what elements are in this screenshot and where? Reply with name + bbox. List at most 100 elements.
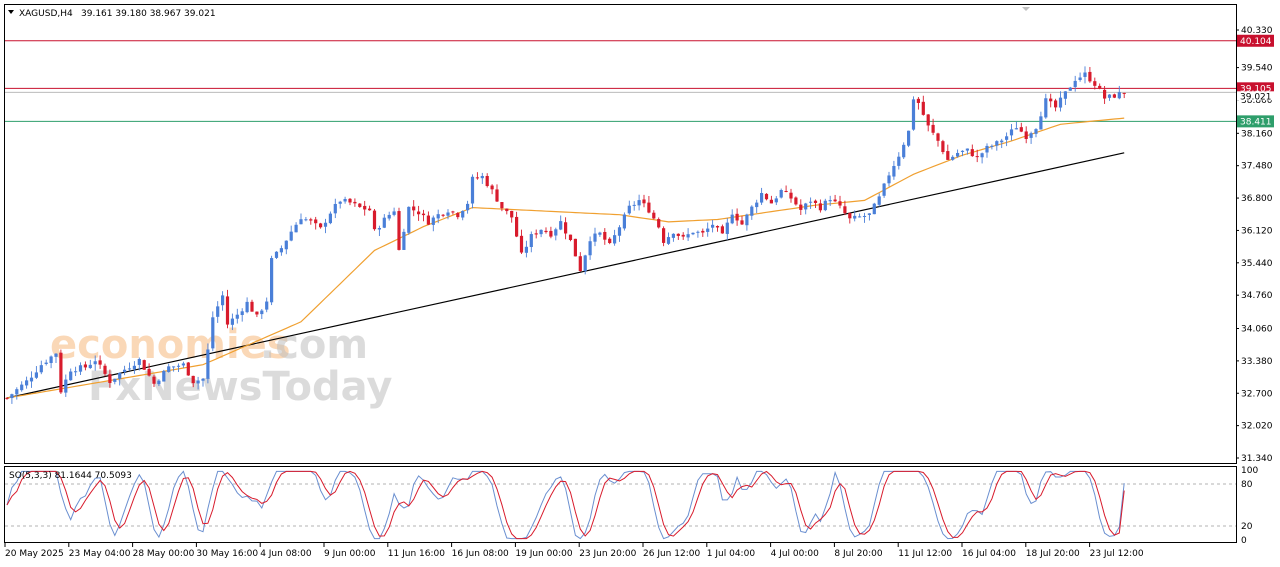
candle: [216, 301, 220, 323]
candle: [711, 219, 715, 233]
candle: [720, 224, 724, 234]
candle: [902, 142, 906, 160]
candle: [652, 210, 656, 220]
candle: [1088, 66, 1092, 83]
candle: [480, 172, 484, 184]
candle: [500, 202, 504, 212]
candle: [828, 195, 832, 206]
candle: [235, 308, 239, 324]
candle: [970, 144, 974, 157]
svg-text:40.104: 40.104: [1240, 37, 1272, 47]
x-tick-label: 16 Jul 04:00: [962, 549, 1016, 559]
candle: [470, 174, 475, 209]
candle: [794, 196, 798, 206]
candle: [760, 187, 764, 205]
candle: [426, 211, 430, 226]
x-tick-label: 23 Jun 20:00: [579, 549, 636, 559]
candle: [622, 212, 626, 231]
candle: [1103, 85, 1107, 104]
candle: [284, 240, 288, 255]
candle: [549, 226, 553, 239]
candle: [735, 208, 739, 226]
current-price-tag: 39.021: [1237, 91, 1274, 102]
candle: [882, 182, 886, 198]
shift-marker-icon[interactable]: [1022, 7, 1030, 11]
candle: [662, 226, 666, 247]
candle: [691, 232, 695, 236]
candle: [980, 152, 984, 164]
stochastic-main-line: [6, 470, 1125, 540]
candle: [461, 210, 465, 221]
candle: [1098, 83, 1102, 90]
candle: [93, 355, 97, 371]
candle: [392, 207, 396, 217]
candle: [44, 359, 48, 366]
candle: [1044, 93, 1048, 119]
candle: [451, 210, 455, 215]
candle: [1049, 93, 1053, 108]
candle: [529, 231, 533, 253]
candle: [505, 208, 509, 215]
candle: [554, 227, 558, 241]
candle: [676, 233, 680, 240]
ohlc-label: 39.161 39.180 38.967 39.021: [81, 9, 216, 19]
candle: [304, 216, 308, 222]
candle: [632, 201, 636, 211]
candle: [152, 374, 156, 388]
candle: [706, 222, 710, 237]
candle: [225, 289, 230, 329]
candle: [769, 195, 773, 204]
candle: [647, 195, 651, 214]
candle: [5, 397, 9, 400]
candle: [402, 228, 406, 250]
candle: [1058, 91, 1063, 112]
candle: [407, 206, 411, 235]
trendline[interactable]: [6, 152, 1125, 399]
main-pane: [5, 40, 1236, 404]
candle: [387, 211, 391, 221]
candle: [289, 225, 293, 242]
candle: [240, 308, 244, 322]
candle: [323, 218, 328, 234]
candle: [637, 194, 641, 211]
candle: [1107, 94, 1112, 101]
candle: [15, 387, 19, 400]
x-tick-label: 4 Jun 08:00: [260, 549, 312, 559]
candle: [230, 313, 234, 331]
candle: [176, 363, 181, 373]
candle: [877, 193, 881, 207]
watermark: economies .com FxNewsToday: [50, 322, 392, 410]
candle: [1122, 92, 1126, 99]
candle: [294, 222, 298, 233]
candle: [10, 393, 14, 404]
candle: [186, 361, 190, 376]
candle: [657, 217, 661, 229]
candle: [809, 197, 813, 209]
candle: [534, 229, 538, 239]
candle: [613, 229, 617, 246]
candle: [745, 213, 749, 231]
symbol-label: XAGUSD,H4: [19, 9, 73, 19]
candle: [568, 234, 573, 242]
candle: [608, 237, 612, 245]
candle: [1112, 93, 1116, 99]
chevron-down-icon[interactable]: [8, 10, 14, 14]
candle: [671, 233, 675, 242]
stochastic-tick-label: 80: [1241, 480, 1253, 490]
candle: [431, 215, 435, 232]
candle: [941, 139, 945, 155]
stochastic-tick-label: 20: [1241, 522, 1253, 532]
y-tick-label: 35.440: [1241, 259, 1273, 269]
candle: [931, 118, 935, 136]
main-frame: [4, 4, 1237, 464]
candle: [108, 369, 112, 388]
candle: [255, 311, 259, 318]
candle: [843, 200, 847, 216]
candle: [1083, 66, 1087, 84]
candle: [221, 291, 225, 311]
candle: [1005, 132, 1009, 147]
candle: [1039, 111, 1043, 130]
y-tick-label: 34.060: [1241, 325, 1273, 335]
candle: [1029, 131, 1033, 144]
y-tick-label: 34.760: [1241, 291, 1273, 301]
